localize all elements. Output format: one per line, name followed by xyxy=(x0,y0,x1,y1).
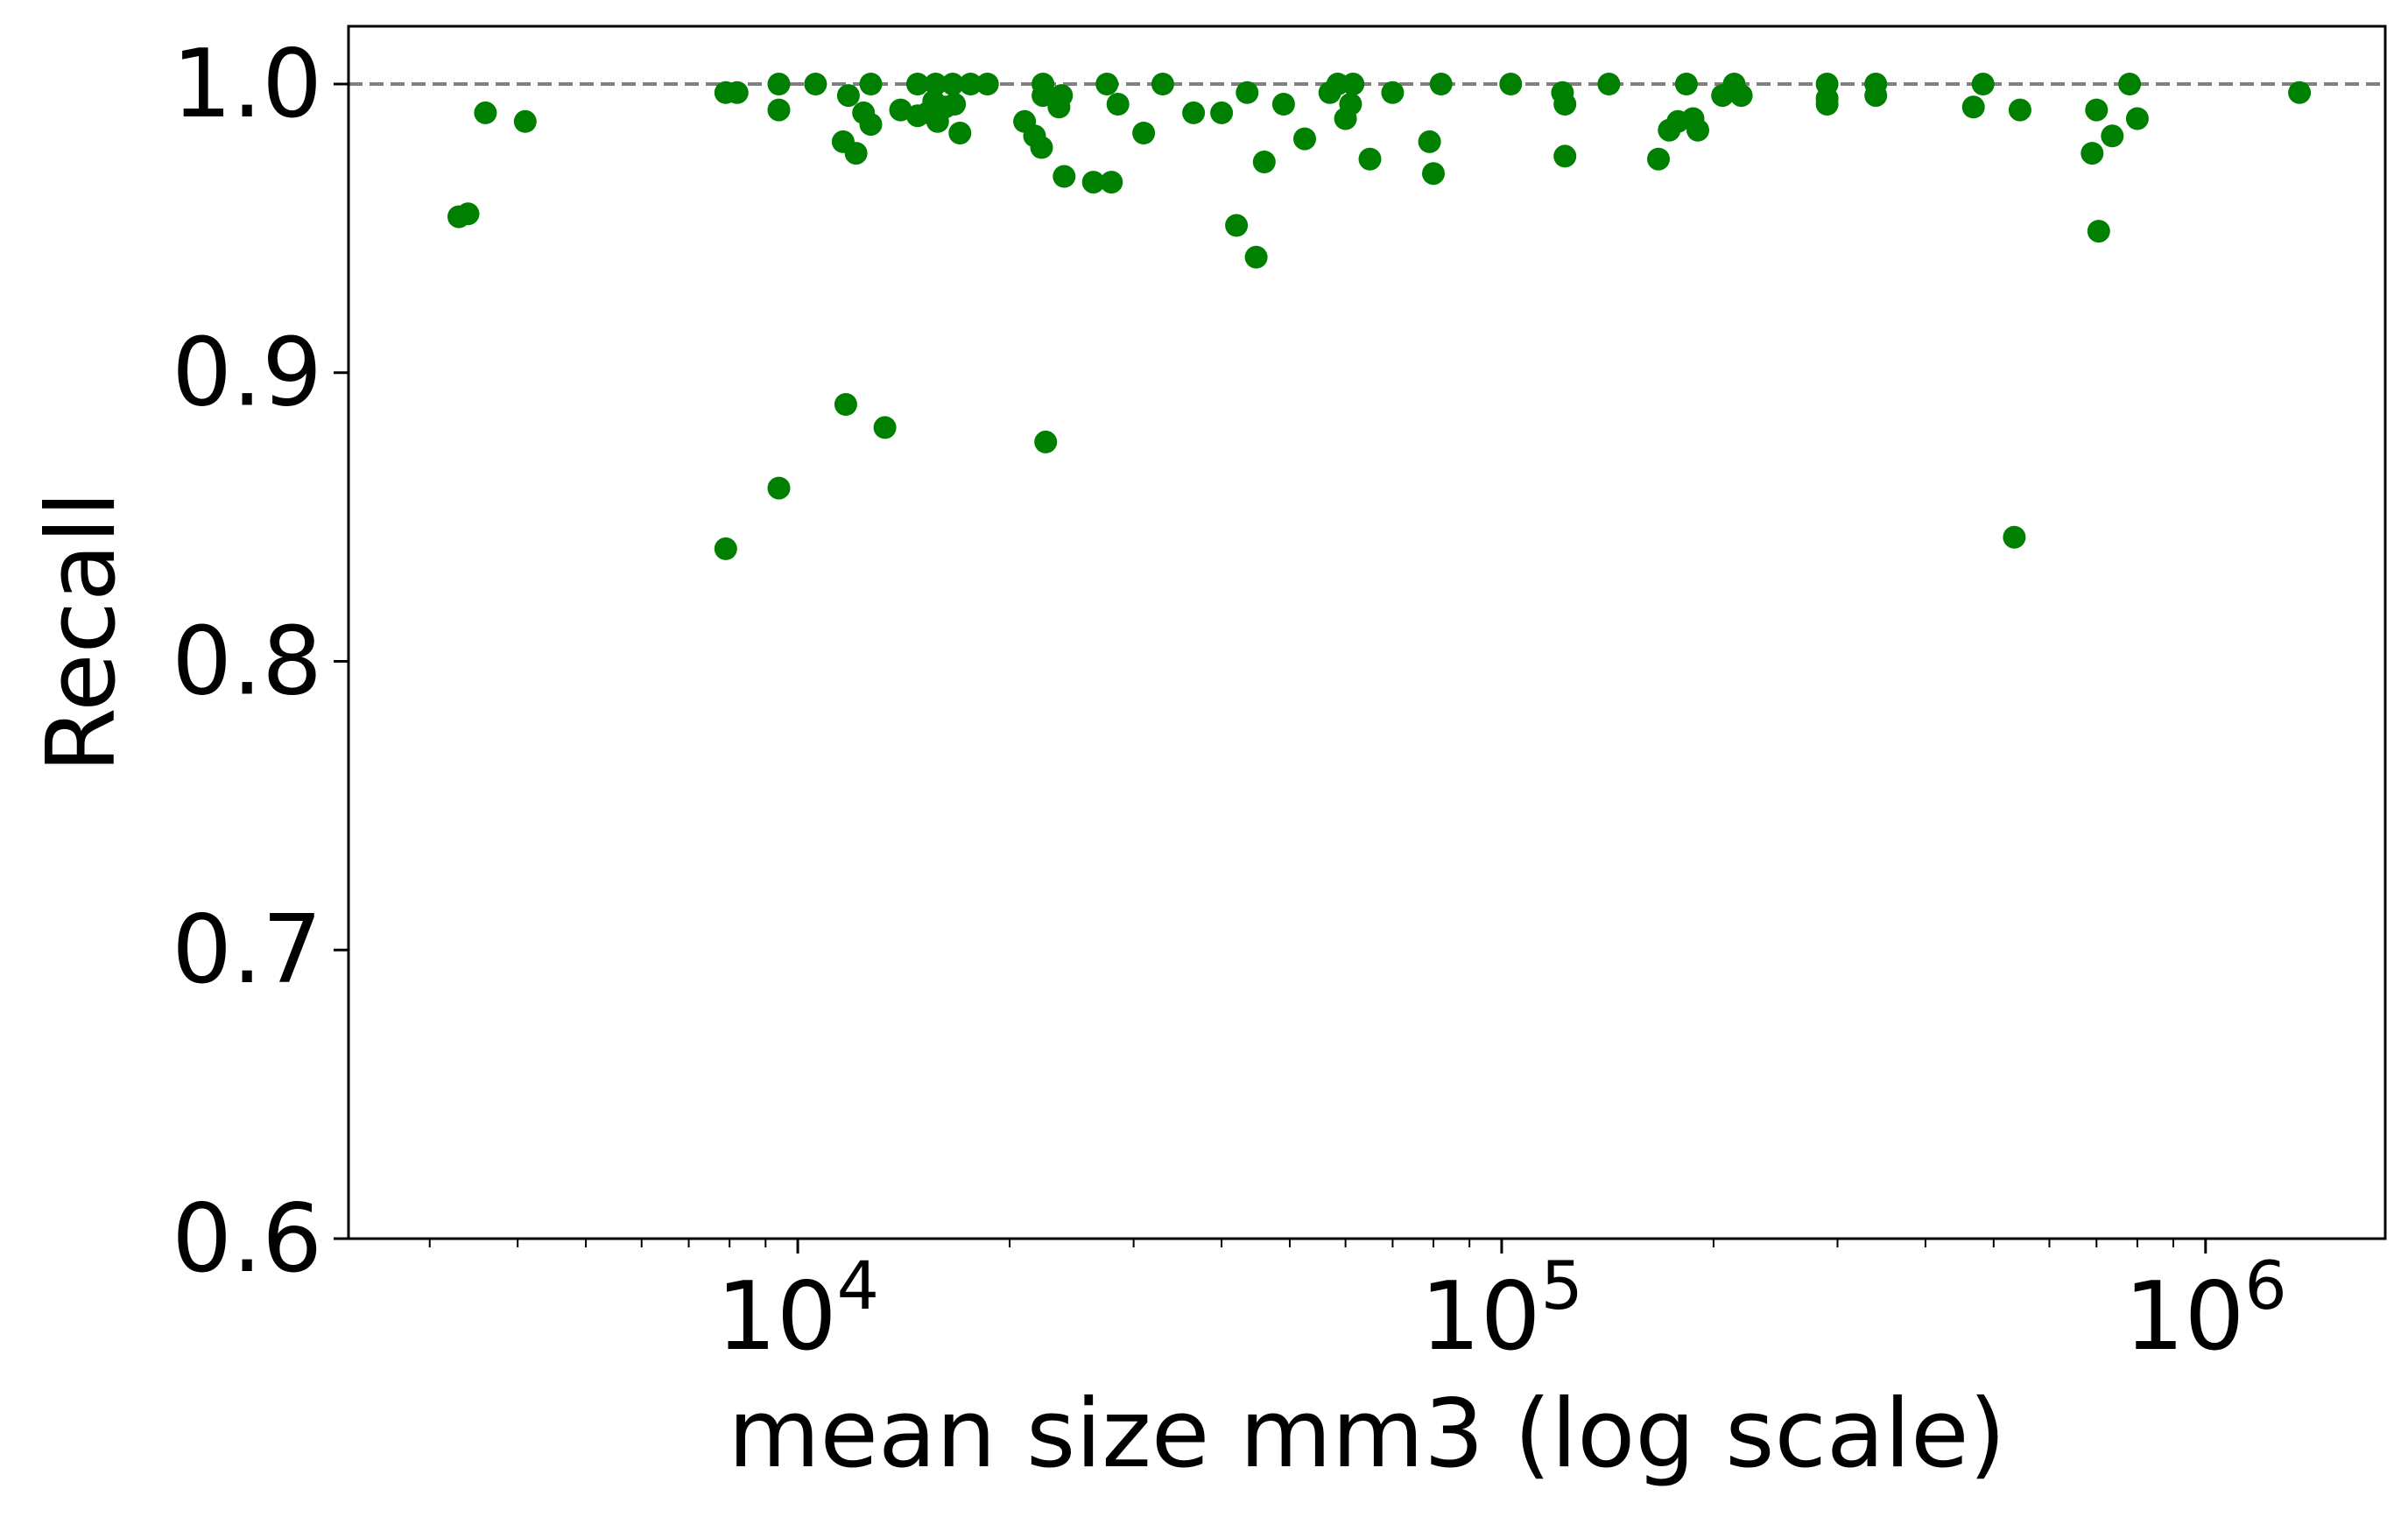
y-tick-label: 0.6 xyxy=(172,1184,322,1294)
data-point xyxy=(1100,171,1123,194)
data-point xyxy=(1050,84,1074,108)
data-point xyxy=(1244,245,1268,269)
data-point xyxy=(1030,136,1053,159)
data-point xyxy=(1971,73,1995,95)
data-point xyxy=(859,113,883,137)
x-tick-label: 104 xyxy=(716,1247,879,1372)
data-point xyxy=(1647,147,1670,171)
data-point xyxy=(1031,84,1055,108)
data-points xyxy=(447,73,2312,560)
data-point xyxy=(2008,98,2031,122)
data-point xyxy=(2085,98,2109,122)
data-point xyxy=(1095,73,1119,95)
data-point xyxy=(844,142,868,165)
data-point xyxy=(1729,84,1753,108)
data-point xyxy=(2118,73,2142,95)
data-point xyxy=(1553,144,1577,168)
data-point xyxy=(1225,214,1249,237)
data-point xyxy=(959,73,982,95)
data-point xyxy=(924,73,947,95)
data-point xyxy=(1686,118,1709,142)
data-point xyxy=(1864,84,1888,108)
data-point xyxy=(1132,122,1156,144)
data-point xyxy=(873,416,897,439)
x-tick-label: 105 xyxy=(1420,1247,1583,1372)
data-point xyxy=(1034,430,1058,453)
data-point xyxy=(1271,93,1295,116)
data-point xyxy=(859,73,883,95)
y-tick-label: 1.0 xyxy=(172,30,322,139)
y-tick-label: 0.8 xyxy=(172,607,322,716)
data-point xyxy=(1053,165,1076,188)
data-point xyxy=(513,109,537,133)
data-point xyxy=(1961,95,1985,119)
y-axis-title: Recall xyxy=(27,491,137,773)
data-point xyxy=(941,73,964,95)
data-point xyxy=(1081,171,1105,194)
data-point xyxy=(1381,81,1405,104)
x-tick-label: 106 xyxy=(2124,1247,2287,1372)
data-point xyxy=(2003,525,2026,549)
data-point xyxy=(2087,220,2110,243)
data-point xyxy=(2081,142,2104,165)
data-point xyxy=(1418,130,1441,153)
data-point xyxy=(1236,81,1259,104)
data-point xyxy=(767,476,791,500)
data-point xyxy=(1429,73,1453,95)
data-point xyxy=(1499,73,1523,95)
data-point xyxy=(474,101,497,124)
data-point xyxy=(2101,124,2124,148)
data-point xyxy=(1422,162,1445,186)
data-point xyxy=(905,73,929,95)
data-point xyxy=(1674,73,1698,95)
data-point xyxy=(725,81,749,104)
data-point xyxy=(836,84,860,108)
x-axis-title: mean size mm3 (log scale) xyxy=(728,1380,2005,1489)
data-point xyxy=(714,537,737,560)
data-point xyxy=(2288,81,2312,104)
y-tick-label: 0.7 xyxy=(172,895,322,1005)
data-point xyxy=(1358,147,1382,171)
data-point xyxy=(975,73,999,95)
data-point xyxy=(834,393,857,416)
data-point xyxy=(1151,73,1174,95)
data-point xyxy=(456,202,480,226)
data-point xyxy=(1182,101,1206,124)
data-point xyxy=(2125,107,2149,130)
data-point xyxy=(948,122,972,144)
data-point xyxy=(1210,101,1234,124)
data-point xyxy=(1339,93,1362,116)
plot-frame xyxy=(347,25,2387,1240)
data-point xyxy=(1252,151,1276,173)
data-point xyxy=(1553,93,1577,116)
data-point xyxy=(1341,73,1365,95)
data-point xyxy=(1106,93,1130,116)
data-point xyxy=(804,73,827,95)
data-point xyxy=(767,73,791,95)
data-point xyxy=(1815,87,1839,110)
data-point xyxy=(1293,127,1316,151)
y-tick-label: 0.9 xyxy=(172,319,322,428)
data-point xyxy=(767,98,791,122)
data-point xyxy=(1597,73,1621,95)
data-point xyxy=(943,93,967,116)
